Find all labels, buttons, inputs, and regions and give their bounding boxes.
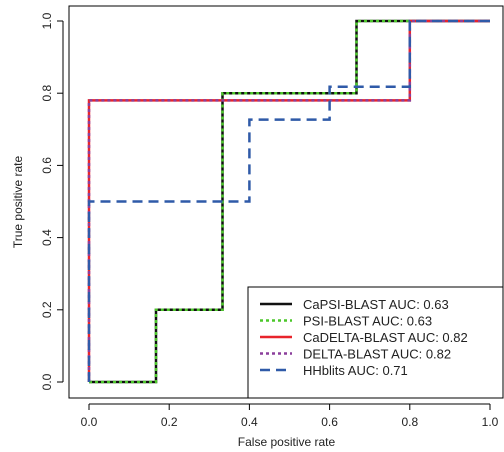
x-tick-label: 0.6 — [321, 415, 338, 429]
y-tick-label: 0.4 — [40, 229, 54, 246]
legend-label-3: DELTA-BLAST AUC: 0.82 — [303, 347, 451, 362]
series-lines — [87, 19, 490, 384]
plot-area — [68, 5, 504, 399]
x-tick-label: 0.8 — [401, 415, 418, 429]
y-axis: 0.0 0.2 0.4 0.6 0.8 1.0 — [40, 12, 64, 390]
x-tick-label: 1.0 — [482, 415, 499, 429]
y-tick-label: 0.0 — [40, 373, 54, 390]
y-tick-label: 0.8 — [40, 85, 54, 102]
legend: CaPSI-BLAST AUC: 0.63 PSI-BLAST AUC: 0.63… — [247, 286, 504, 399]
y-tick-label: 1.0 — [40, 12, 54, 29]
y-axis-label: True positive rate — [11, 156, 25, 249]
x-tick-label: 0.2 — [161, 415, 178, 429]
legend-box — [247, 286, 504, 399]
x-axis-label: False positive rate — [238, 435, 336, 449]
series-line-4 — [87, 19, 490, 382]
legend-label-0: CaPSI-BLAST AUC: 0.63 — [303, 297, 449, 312]
legend-label-2: CaDELTA-BLAST AUC: 0.82 — [303, 330, 468, 345]
x-tick-label: 0.4 — [241, 415, 258, 429]
legend-label-1: PSI-BLAST AUC: 0.63 — [303, 314, 432, 329]
y-tick-label: 0.2 — [40, 301, 54, 318]
x-tick-label: 0.0 — [81, 415, 98, 429]
y-tick-label: 0.6 — [40, 157, 54, 174]
legend-label-4: HHblits AUC: 0.71 — [303, 363, 408, 378]
x-axis: 0.0 0.2 0.4 0.6 0.8 1.0 — [81, 403, 499, 429]
